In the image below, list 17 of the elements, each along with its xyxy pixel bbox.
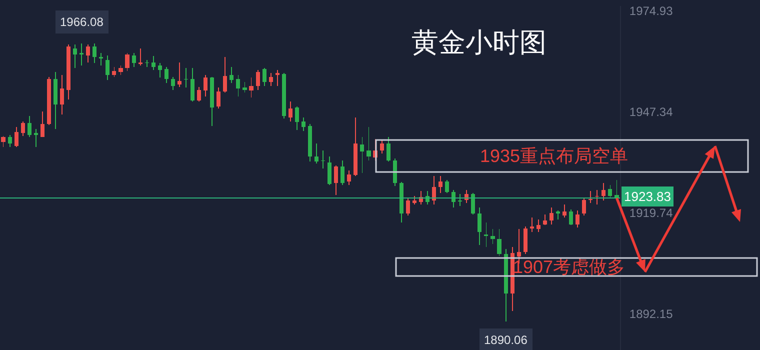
candlestick bbox=[99, 53, 104, 66]
annotation: 1966.08 bbox=[60, 15, 104, 29]
annotation: 1890.06 bbox=[484, 333, 528, 347]
candlestick bbox=[595, 190, 600, 205]
candlestick bbox=[177, 62, 182, 87]
y-tick-label: 1919.74 bbox=[629, 206, 674, 220]
candlestick bbox=[34, 128, 38, 147]
y-tick-label: 1892.15 bbox=[629, 307, 674, 322]
candlestick bbox=[275, 70, 280, 86]
candlestick bbox=[458, 194, 462, 206]
y-tick-label: 1947.34 bbox=[629, 105, 674, 120]
candlestick bbox=[80, 43, 84, 66]
y-tick-label: 1974.93 bbox=[629, 4, 674, 18]
ref-line-label: 1923.83 bbox=[624, 189, 671, 204]
candlestick bbox=[530, 218, 534, 232]
annotation: 1935重点布局空单 bbox=[480, 146, 628, 166]
text: 黄金小时图 bbox=[411, 27, 546, 58]
